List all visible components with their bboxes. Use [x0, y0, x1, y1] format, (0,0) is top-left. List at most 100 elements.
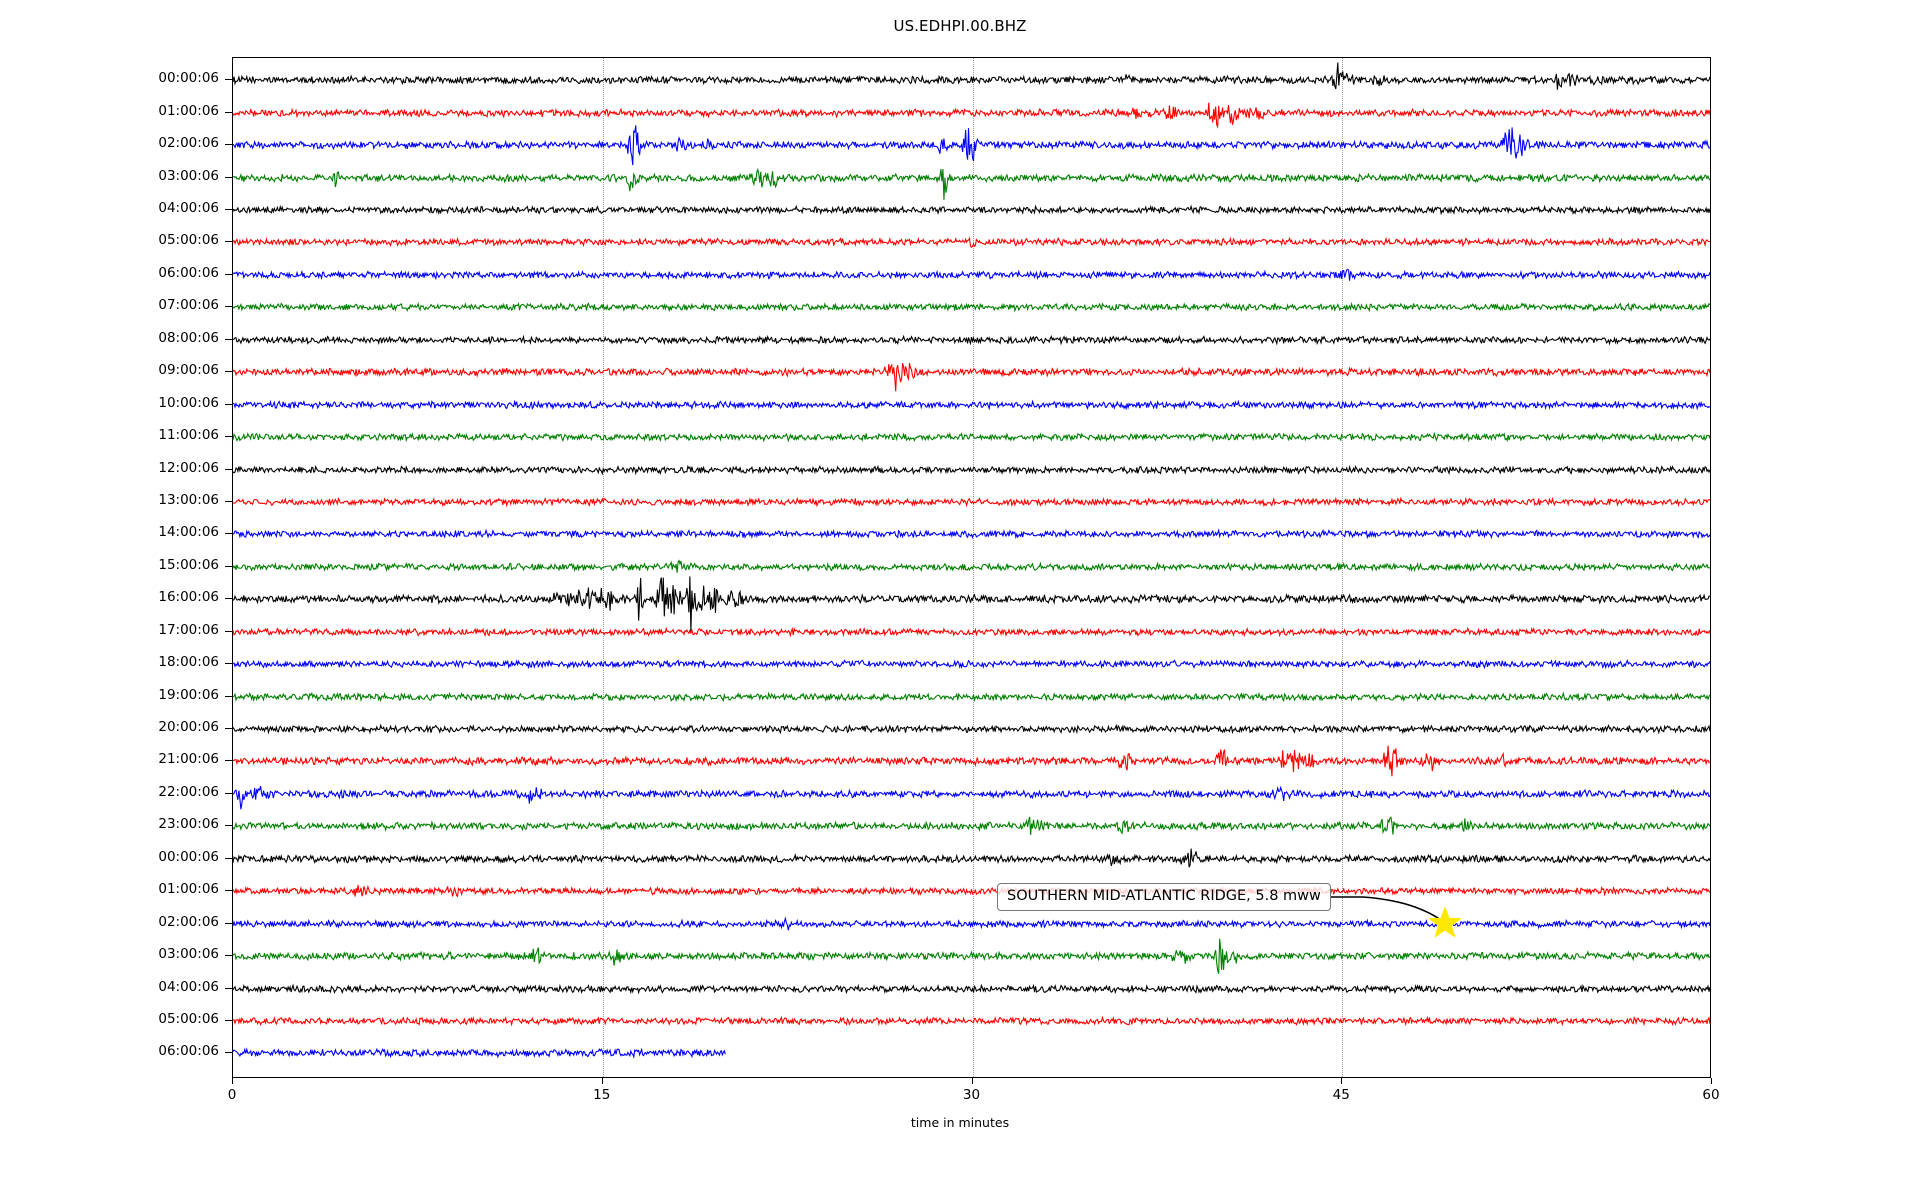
trace-line: [233, 995, 1710, 1047]
trace-line: [233, 54, 1710, 106]
y-tick-mark: [225, 273, 232, 275]
plot-area: [232, 57, 1711, 1078]
y-tick-label: 16:00:06: [158, 589, 219, 606]
y-tick-mark: [225, 468, 232, 470]
y-tick-mark: [225, 403, 232, 405]
x-tick-mark: [1711, 1078, 1712, 1084]
page-title: US.EDHPI.00.BHZ: [893, 17, 1027, 35]
trace-line: [233, 606, 1710, 658]
x-tick-label: 60: [1702, 1087, 1720, 1103]
y-tick-mark: [225, 533, 232, 535]
y-tick-mark: [225, 500, 232, 502]
x-tick-mark: [971, 1078, 973, 1084]
y-tick-mark: [225, 338, 232, 340]
trace-line: [233, 152, 1710, 204]
y-tick-label: 18:00:06: [158, 654, 219, 671]
event-annotation-label: SOUTHERN MID-ATLANTIC RIDGE, 5.8 mww: [997, 883, 1331, 911]
trace-line: [233, 281, 1710, 333]
y-tick-mark: [225, 436, 232, 438]
y-tick-label: 22:00:06: [158, 783, 219, 800]
trace-line: [233, 573, 1710, 625]
y-tick-mark: [225, 598, 232, 600]
trace-line: [233, 314, 1710, 366]
y-tick-label: 04:00:06: [158, 978, 219, 995]
y-tick-mark: [225, 176, 232, 178]
y-tick-label: 13:00:06: [158, 491, 219, 508]
trace-line: [233, 930, 1710, 982]
x-tick-mark: [1341, 1078, 1343, 1084]
x-tick-label: 45: [1332, 1087, 1350, 1103]
trace-line: [233, 508, 1710, 560]
y-tick-label: 06:00:06: [158, 264, 219, 281]
trace-line: [233, 735, 1710, 787]
y-tick-mark: [225, 987, 232, 989]
y-tick-mark: [225, 955, 232, 957]
trace-line: [233, 898, 1710, 950]
x-tick-mark: [601, 1078, 603, 1084]
y-tick-mark: [225, 857, 232, 859]
trace-line: [233, 1027, 1710, 1079]
y-tick-mark: [225, 241, 232, 243]
trace-line: [233, 638, 1710, 690]
trace-line: [233, 444, 1710, 496]
y-tick-label: 06:00:06: [158, 1043, 219, 1060]
y-tick-mark: [225, 630, 232, 632]
y-tick-label: 01:00:06: [158, 102, 219, 119]
y-tick-label: 11:00:06: [158, 427, 219, 444]
y-tick-label: 20:00:06: [158, 719, 219, 736]
y-tick-label: 19:00:06: [158, 686, 219, 703]
y-tick-label: 05:00:06: [158, 1011, 219, 1028]
y-tick-mark: [225, 760, 232, 762]
y-tick-mark: [225, 792, 232, 794]
y-tick-label: 21:00:06: [158, 751, 219, 768]
y-tick-mark: [225, 922, 232, 924]
y-tick-label: 01:00:06: [158, 881, 219, 898]
trace-line: [233, 476, 1710, 528]
y-tick-mark: [225, 208, 232, 210]
trace-line: [233, 865, 1710, 917]
y-tick-mark: [225, 306, 232, 308]
y-tick-label: 14:00:06: [158, 524, 219, 541]
earthquake-star-icon: [1427, 905, 1462, 938]
trace-line: [233, 346, 1710, 398]
y-tick-label: 00:00:06: [158, 70, 219, 87]
y-tick-mark: [225, 825, 232, 827]
trace-line: [233, 249, 1710, 301]
x-tick-label: 0: [227, 1087, 237, 1103]
y-tick-label: 05:00:06: [158, 232, 219, 249]
trace-line: [233, 184, 1710, 236]
y-tick-label: 17:00:06: [158, 621, 219, 638]
x-tick-mark: [232, 1078, 233, 1084]
gridline-45: [1342, 58, 1344, 1077]
y-tick-mark: [225, 565, 232, 567]
trace-line: [233, 87, 1710, 139]
x-tick-label: 15: [593, 1087, 611, 1103]
y-tick-label: 03:00:06: [158, 946, 219, 963]
y-tick-label: 02:00:06: [158, 135, 219, 152]
trace-line: [233, 119, 1710, 171]
trace-line: [233, 703, 1710, 755]
y-tick-mark: [225, 663, 232, 665]
y-tick-label: 23:00:06: [158, 816, 219, 833]
y-tick-label: 02:00:06: [158, 913, 219, 930]
y-tick-label: 09:00:06: [158, 362, 219, 379]
trace-line: [233, 541, 1710, 593]
y-tick-mark: [225, 79, 232, 81]
y-tick-label: 12:00:06: [158, 459, 219, 476]
y-tick-mark: [225, 695, 232, 697]
y-tick-label: 07:00:06: [158, 297, 219, 314]
trace-line: [233, 216, 1710, 268]
y-tick-mark: [225, 1020, 232, 1022]
trace-line: [233, 963, 1710, 1015]
y-tick-label: 00:00:06: [158, 848, 219, 865]
trace-line: [233, 671, 1710, 723]
y-tick-mark: [225, 728, 232, 730]
trace-line: [233, 411, 1710, 463]
trace-line: [233, 833, 1710, 885]
y-tick-mark: [225, 111, 232, 113]
y-tick-mark: [225, 371, 232, 373]
y-tick-label: 15:00:06: [158, 556, 219, 573]
y-tick-label: 08:00:06: [158, 329, 219, 346]
y-tick-label: 03:00:06: [158, 167, 219, 184]
